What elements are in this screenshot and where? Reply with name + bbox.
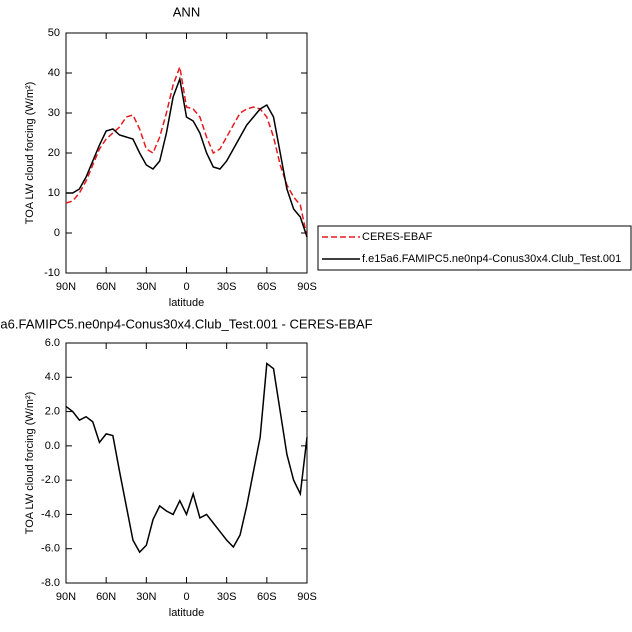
x-tick-label: 0 [183, 591, 189, 603]
y-tick-label: -6.0 [41, 543, 60, 555]
y-tick-label: 10 [48, 187, 60, 199]
y-axis-label: TOA LW cloud forcing (W/m²) [24, 392, 36, 535]
y-tick-label: 40 [48, 67, 60, 79]
y-tick-label: 50 [48, 27, 60, 39]
y-axis-label: TOA LW cloud forcing (W/m²) [24, 82, 36, 225]
y-tick-label: 2.0 [45, 405, 60, 417]
x-tick-label: 30N [136, 281, 156, 293]
x-tick-label: 60S [257, 591, 277, 603]
legend-label: CERES-EBAF [362, 231, 433, 243]
series-line [65, 362, 308, 554]
x-tick-label: 60N [96, 281, 116, 293]
y-tick-label: -2.0 [41, 474, 60, 486]
chart-title: a6.FAMIPC5.ne0np4-Conus30x4.Club_Test.00… [0, 316, 372, 331]
x-tick-label: 90S [297, 591, 317, 603]
legend-box [317, 225, 632, 271]
x-tick-label: 60S [257, 281, 277, 293]
plot-frame [65, 342, 308, 584]
y-tick-label: 6.0 [45, 337, 60, 349]
x-tick-label: 90N [56, 591, 76, 603]
x-tick-label: 30N [136, 591, 156, 603]
y-tick-label: -10 [44, 267, 60, 279]
y-tick-label: -4.0 [41, 508, 60, 520]
y-tick-label: 4.0 [45, 371, 60, 383]
x-axis-label: latitude [169, 297, 204, 309]
chart-title: ANN [173, 4, 200, 19]
x-tick-label: 30S [217, 281, 237, 293]
x-tick-label: 90N [56, 281, 76, 293]
series-line [66, 76, 308, 238]
x-tick-label: 30S [217, 591, 237, 603]
x-tick-label: 0 [183, 281, 189, 293]
plot-frame [65, 32, 308, 274]
y-tick-label: 20 [48, 147, 60, 159]
y-tick-label: 0 [54, 227, 60, 239]
series-line [65, 64, 308, 238]
legend-label: f.e15a6.FAMIPC5.ne0np4-Conus30x4.Club_Te… [362, 253, 621, 265]
x-axis-label: latitude [169, 607, 204, 619]
x-tick-label: 90S [297, 281, 317, 293]
y-tick-label: -8.0 [41, 577, 60, 589]
y-tick-label: 30 [48, 107, 60, 119]
y-tick-label: 0.0 [45, 440, 60, 452]
x-tick-label: 60N [96, 591, 116, 603]
